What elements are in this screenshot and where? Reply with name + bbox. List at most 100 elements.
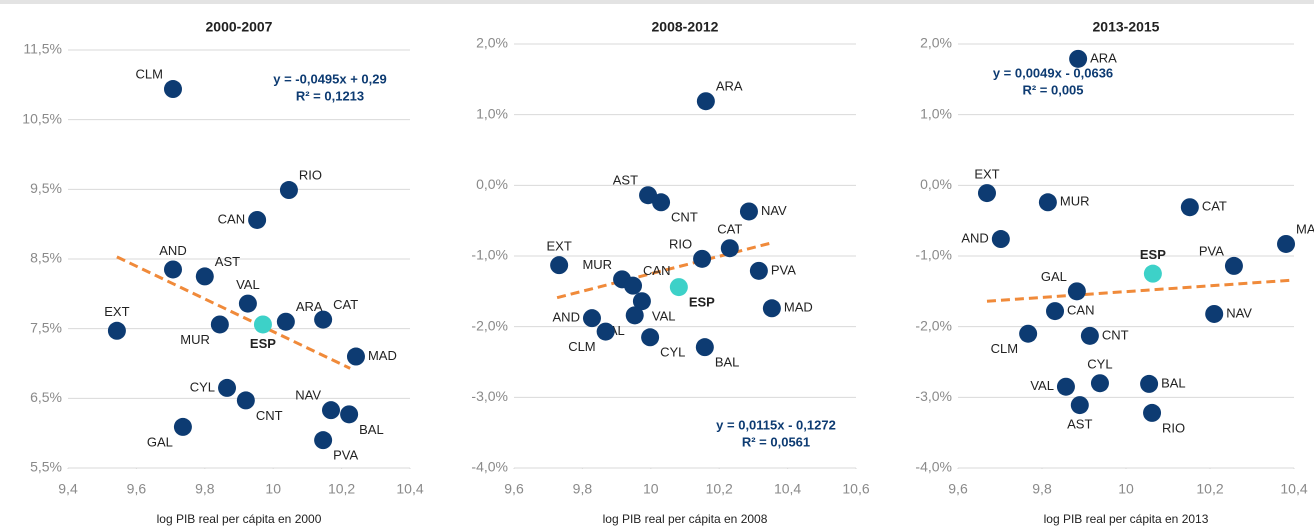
point-label: RIO	[299, 167, 322, 182]
point-label: RIO	[669, 236, 692, 251]
point	[641, 328, 660, 347]
point	[669, 278, 688, 297]
point-label: CLM	[568, 339, 595, 354]
x-tick-label: 10	[265, 481, 281, 497]
x-tick-label: 9,6	[948, 481, 968, 497]
point-label: VAL	[236, 277, 260, 292]
point	[1067, 282, 1086, 301]
point	[696, 92, 715, 111]
x-tick-label: 9,8	[573, 481, 593, 497]
point	[1140, 374, 1159, 393]
point	[1224, 256, 1243, 275]
point-label: CAT	[333, 297, 358, 312]
equation: y = -0,0495x + 0,29	[273, 71, 386, 86]
point-label: NAV	[761, 203, 787, 218]
y-tick-label: 11,5%	[23, 41, 62, 57]
point	[321, 401, 340, 420]
y-tick-label: 2,0%	[476, 35, 508, 51]
point-label: CYL	[190, 379, 215, 394]
point-label: ESP	[250, 336, 276, 351]
x-tick-label: 10,4	[774, 481, 801, 497]
point	[1038, 193, 1057, 212]
point-label: AST	[1067, 417, 1092, 432]
point-label: CYL	[660, 345, 685, 360]
point	[1080, 326, 1099, 345]
point-label: PVA	[1199, 243, 1224, 258]
y-tick-label: 7,5%	[30, 319, 62, 335]
point-label: CAT	[717, 222, 742, 237]
point	[550, 256, 569, 275]
point-label: EXT	[546, 239, 571, 254]
y-tick-label: -2,0%	[471, 317, 508, 333]
point-label: MAD	[1296, 221, 1314, 236]
point	[749, 261, 768, 280]
y-tick-label: 2,0%	[920, 35, 952, 51]
point	[652, 193, 671, 212]
point	[314, 310, 333, 329]
point	[346, 347, 365, 366]
point-label: EXT	[104, 304, 129, 319]
chart-title: 2000-2007	[206, 19, 273, 35]
y-tick-label: 1,0%	[920, 105, 952, 121]
point	[279, 181, 298, 200]
equation: y = 0,0115x - 0,1272	[716, 417, 836, 432]
point-label: GAL	[147, 434, 173, 449]
point	[977, 184, 996, 203]
x-tick-label: 10,2	[328, 481, 355, 497]
point-label: CNT	[671, 210, 698, 225]
point-label: VAL	[1030, 378, 1054, 393]
point-label: PVA	[771, 262, 796, 277]
point-label: AND	[961, 230, 988, 245]
point	[632, 292, 651, 311]
x-tick-label: 10,4	[1280, 481, 1307, 497]
x-axis-label: log PIB real per cápita en 2000	[157, 512, 322, 526]
y-tick-label: 0,0%	[476, 176, 508, 192]
point-label: VAL	[652, 309, 676, 324]
point	[1090, 374, 1109, 393]
point-label: BAL	[1161, 375, 1186, 390]
point-label: ARA	[296, 299, 323, 314]
y-tick-label: 9,5%	[30, 180, 62, 196]
point-label: CAT	[1202, 199, 1227, 214]
point	[238, 294, 257, 313]
point-label: ARA	[716, 79, 743, 94]
point-label: BAL	[359, 422, 384, 437]
point-label: ARA	[1090, 50, 1117, 65]
x-axis-label: log PIB real per cápita en 2008	[603, 512, 768, 526]
point-label: CNT	[1102, 327, 1129, 342]
point	[1019, 324, 1038, 343]
point-label: CAN	[1067, 303, 1094, 318]
point-label: AND	[159, 243, 186, 258]
point-label: PVA	[333, 448, 358, 463]
point	[624, 276, 643, 295]
point	[720, 239, 739, 258]
trend-line	[986, 278, 1295, 303]
x-axis-label: log PIB real per cápita en 2013	[1044, 512, 1209, 526]
x-tick-label: 9,6	[127, 481, 147, 497]
top-bar	[0, 0, 1314, 4]
y-tick-label: 5,5%	[30, 459, 62, 475]
point	[1069, 49, 1088, 68]
y-tick-label: -1,0%	[471, 247, 508, 263]
point-label: MAD	[368, 348, 397, 363]
point-label: MUR	[180, 332, 210, 347]
point-label: CAN	[218, 211, 245, 226]
point	[596, 322, 615, 341]
x-tick-label: 9,8	[195, 481, 215, 497]
point-label: BAL	[715, 355, 740, 370]
point	[739, 202, 758, 221]
r-squared: R² = 0,1213	[296, 88, 364, 103]
x-tick-label: 10,2	[706, 481, 733, 497]
point-label: ESP	[689, 295, 715, 310]
point-label: CNT	[256, 408, 283, 423]
point	[1205, 304, 1224, 323]
x-tick-label: 9,4	[58, 481, 78, 497]
point	[314, 431, 333, 450]
point-label: RIO	[1162, 420, 1185, 435]
point-label: EXT	[974, 167, 999, 182]
point	[1143, 264, 1162, 283]
point	[762, 299, 781, 318]
point	[163, 260, 182, 279]
r-squared: R² = 0,005	[1022, 82, 1083, 97]
point	[1277, 234, 1296, 253]
